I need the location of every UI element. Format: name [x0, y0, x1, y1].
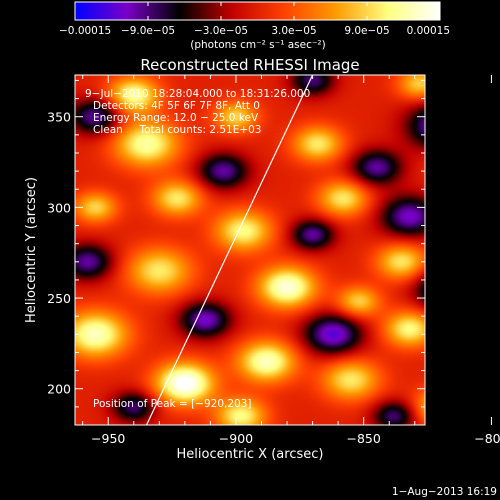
x-tick-label: −950 [91, 431, 125, 446]
y-tick-label: 350 [47, 110, 71, 125]
colorbar-tick-label: 9.0e−05 [344, 25, 389, 37]
annotation-time: 9−Jul−2010 18:28:04.000 to 18:31:26.000 [85, 88, 310, 100]
colorbar-tick-label: 3.0e−05 [271, 25, 316, 37]
y-tick-label: 300 [47, 200, 71, 215]
y-axis-ticks: 200 250 300 350 [47, 79, 425, 408]
annotation-counts: Clean Total counts: 2.51E+03 [93, 124, 262, 136]
x-axis-ticks: −950 −900 −850 −800 [82, 75, 500, 446]
heatmap-image [75, 75, 425, 425]
colorbar-ticks: −0.00015 −9.0e−05 −3.0e−05 3.0e−05 9.0e−05 0.… [59, 2, 450, 37]
annotation-energy: Energy Range: 12.0 − 25.0 keV [93, 112, 259, 124]
colorbar-gradient [74, 1, 441, 21]
footer-date: 1−Aug−2013 16:19 [392, 486, 497, 498]
annotation-block: 9−Jul−2010 18:28:04.000 to 18:31:26.000 … [85, 88, 310, 136]
colorbar: −0.00015 −9.0e−05 −3.0e−05 3.0e−05 9.0e−05 0.… [59, 1, 450, 51]
x-tick-label: −900 [219, 431, 253, 446]
x-tick-label: −850 [347, 431, 381, 446]
colorbar-tick-label: −9.0e−05 [121, 25, 175, 37]
plot-frame [74, 74, 426, 426]
x-axis-label: Heliocentric X (arcsec) [177, 447, 324, 462]
y-tick-label: 200 [47, 382, 71, 397]
x-tick-label: −800 [474, 431, 500, 446]
colorbar-tick-label: −3.0e−05 [194, 25, 248, 37]
y-tick-label: 250 [47, 291, 71, 306]
peak-position-label: Position of Peak = [−920,203] [93, 398, 252, 410]
y-axis-label: Heliocentric Y (arcsec) [24, 177, 39, 323]
annotation-detectors: Detectors: 4F 5F 6F 7F 8F, Att 0 [93, 100, 260, 112]
plot-area: −950 −900 −850 −800 200 250 300 350 9−Jul−2010… [47, 74, 500, 446]
colorbar-tick-label: −0.00015 [59, 25, 111, 37]
limb-line [145, 75, 314, 425]
colorbar-tick-label: 0.00015 [407, 25, 450, 37]
chart-title: Reconstructed RHESSI Image [140, 56, 359, 74]
colorbar-unit-label: (photons cm⁻² s⁻¹ asec⁻²) [190, 39, 325, 51]
